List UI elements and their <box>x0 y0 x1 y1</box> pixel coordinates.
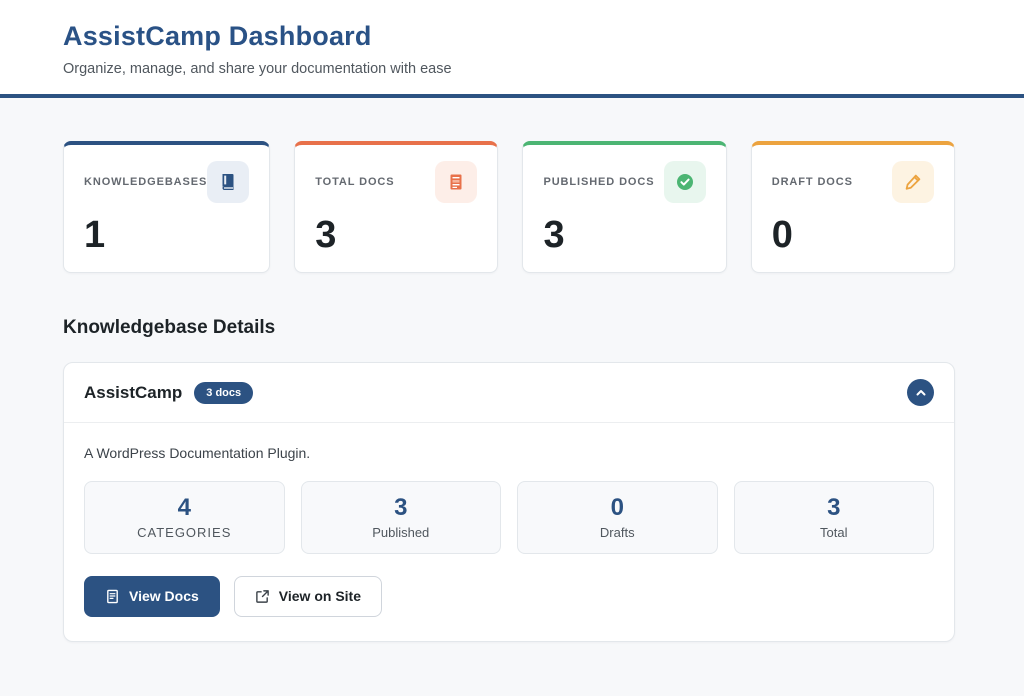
document-icon <box>435 161 478 203</box>
stat-value: 0 <box>771 214 793 256</box>
knowledgebase-actions: View Docs View on Site <box>84 575 934 617</box>
stat-label: TOTAL DOCS <box>315 176 395 188</box>
mini-stat-value: 4 <box>177 494 191 521</box>
view-docs-label: View Docs <box>129 588 199 605</box>
pencil-icon <box>892 161 934 203</box>
chevron-up-icon <box>914 386 928 400</box>
stat-label: KNOWLEDGEBASES <box>84 176 208 188</box>
knowledgebase-name: AssistCamp <box>84 382 183 402</box>
stat-card-knowledgebases: KNOWLEDGEBASES 1 <box>63 141 271 273</box>
page-title: AssistCamp Dashboard <box>63 21 372 51</box>
mini-stat-published: 3 Published <box>300 481 501 554</box>
stat-value: 1 <box>84 214 106 256</box>
section-heading: Knowledgebase Details <box>63 317 276 338</box>
book-icon <box>207 161 250 203</box>
mini-stat-value: 3 <box>394 494 408 521</box>
mini-stats-grid: 4 CATEGORIES 3 Published 0 Drafts 3 Tota… <box>84 481 934 554</box>
page-header: AssistCamp Dashboard Organize, manage, a… <box>0 0 1024 98</box>
mini-stat-label: Drafts <box>599 524 635 540</box>
document-icon <box>105 589 120 604</box>
knowledgebase-card: AssistCamp 3 docs A WordPress Documentat… <box>63 362 955 642</box>
collapse-toggle-button[interactable] <box>907 379 934 406</box>
stat-card-draft-docs: DRAFT DOCS 0 <box>750 141 955 273</box>
stat-label: PUBLISHED DOCS <box>543 176 655 188</box>
stat-card-published-docs: PUBLISHED DOCS 3 <box>522 141 727 273</box>
mini-stat-value: 3 <box>827 494 841 521</box>
mini-stat-value: 0 <box>610 494 624 521</box>
external-link-icon <box>255 589 270 604</box>
mini-stat-label: CATEGORIES <box>137 524 232 540</box>
stat-card-top-row: PUBLISHED DOCS <box>543 161 706 203</box>
stat-value: 3 <box>315 214 337 256</box>
knowledgebase-card-header[interactable]: AssistCamp 3 docs <box>64 363 954 423</box>
stat-card-top-row: DRAFT DOCS <box>772 161 934 203</box>
mini-stat-label: Published <box>372 524 430 540</box>
stat-label: DRAFT DOCS <box>771 176 853 188</box>
knowledgebase-description: A WordPress Documentation Plugin. <box>84 445 311 461</box>
mini-stat-drafts: 0 Drafts <box>517 481 718 554</box>
docs-count-badge: 3 docs <box>194 381 254 404</box>
stat-card-top-row: KNOWLEDGEBASES <box>84 161 250 203</box>
page-subtitle: Organize, manage, and share your documen… <box>63 61 452 77</box>
check-circle-icon <box>663 161 706 203</box>
stat-card-total-docs: TOTAL DOCS 3 <box>294 141 499 273</box>
view-docs-button[interactable]: View Docs <box>84 575 220 617</box>
view-on-site-label: View on Site <box>278 588 361 605</box>
stats-grid: KNOWLEDGEBASES 1 TOTAL DOCS <box>63 141 955 273</box>
main-content: KNOWLEDGEBASES 1 TOTAL DOCS <box>63 141 955 642</box>
view-on-site-button[interactable]: View on Site <box>233 575 382 617</box>
mini-stat-total: 3 Total <box>733 481 934 554</box>
knowledgebase-card-body: A WordPress Documentation Plugin. 4 CATE… <box>64 423 954 641</box>
mini-stat-categories: 4 CATEGORIES <box>84 481 285 554</box>
stat-value: 3 <box>543 214 565 256</box>
mini-stat-label: Total <box>820 524 848 540</box>
stat-card-top-row: TOTAL DOCS <box>315 161 478 203</box>
